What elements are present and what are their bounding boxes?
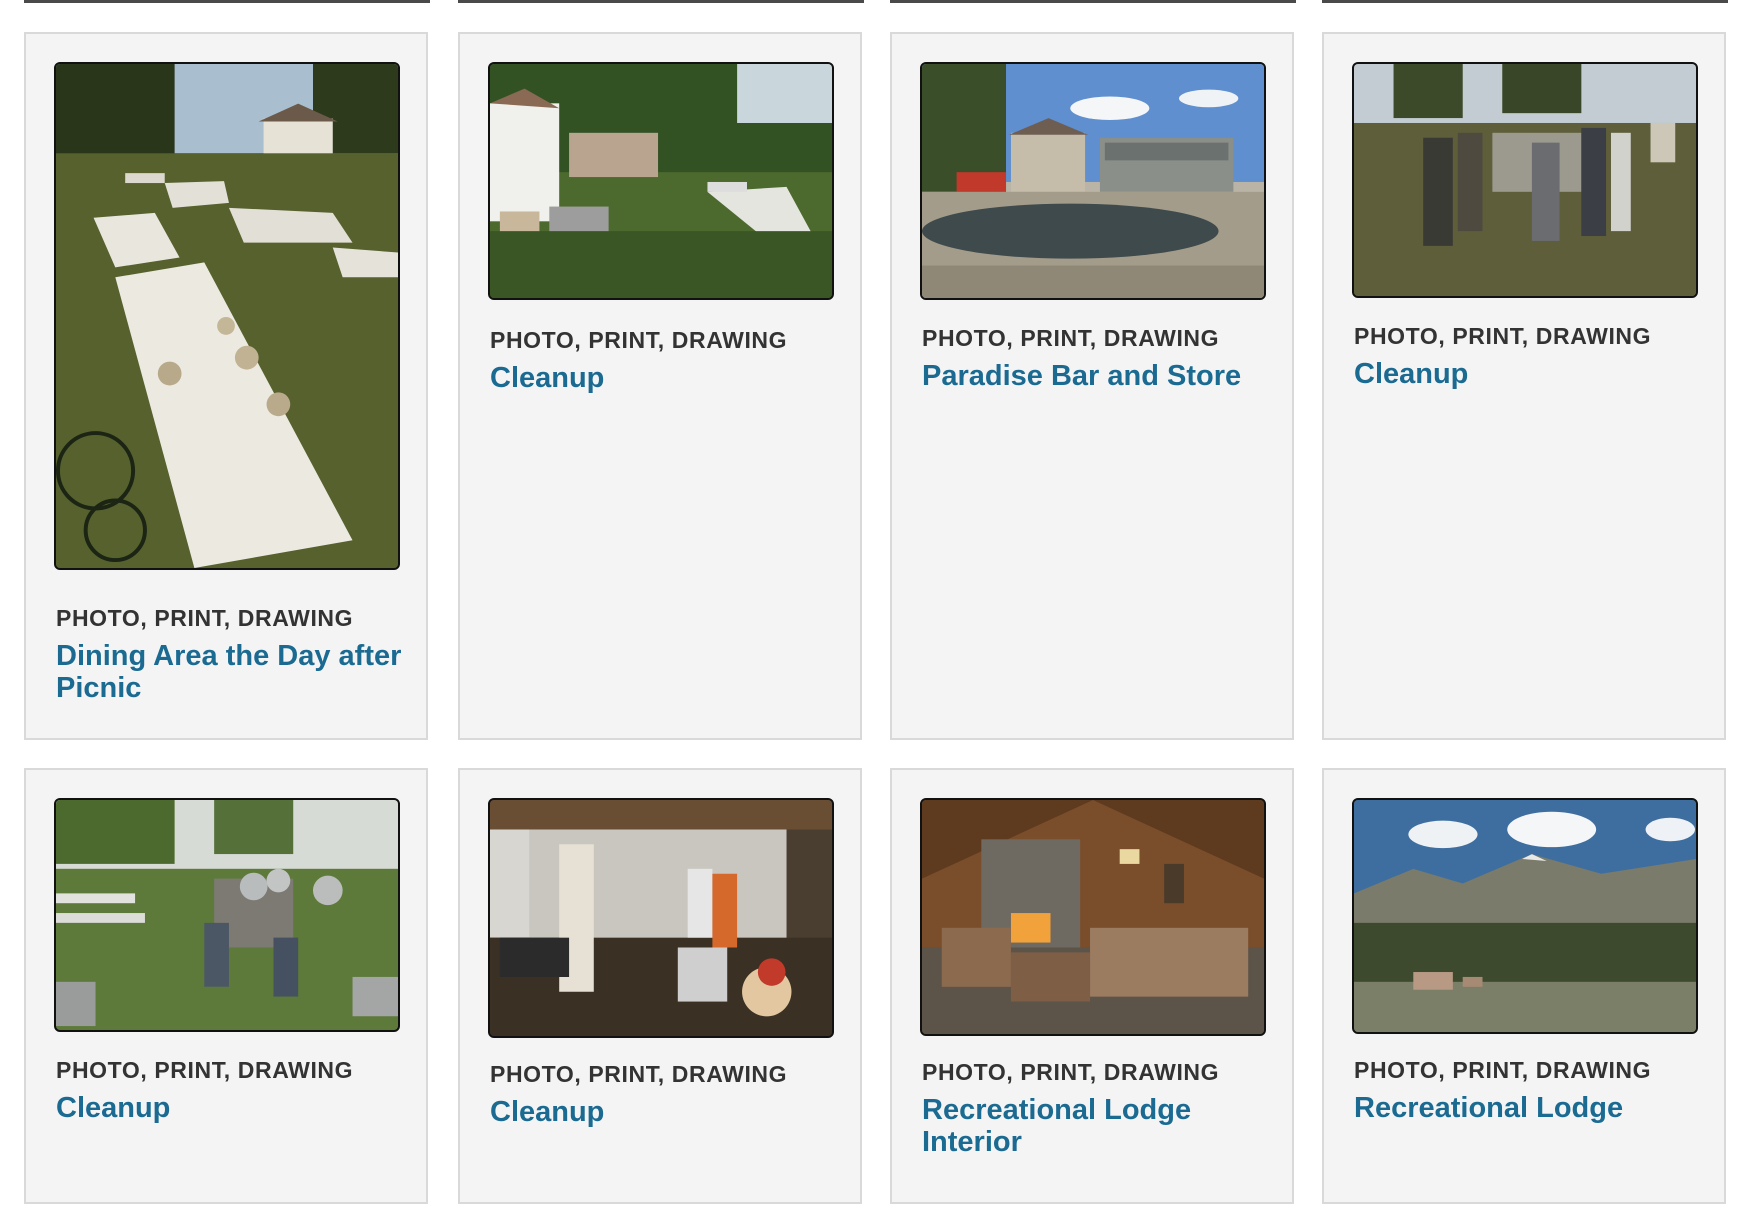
- result-card[interactable]: PHOTO, PRINT, DRAWING Dining Area the Da…: [24, 32, 428, 740]
- item-type-label: PHOTO, PRINT, DRAWING: [490, 1061, 788, 1087]
- card-meta: PHOTO, PRINT, DRAWING Cleanup: [1354, 322, 1700, 390]
- divider-segment: [458, 0, 864, 3]
- result-card[interactable]: PHOTO, PRINT, DRAWING Paradise Bar and S…: [890, 32, 1294, 740]
- mountain-lodge-photo[interactable]: [1352, 798, 1698, 1034]
- people-truck-photo[interactable]: [1352, 62, 1698, 298]
- item-title-link[interactable]: Cleanup: [490, 362, 605, 394]
- result-card[interactable]: PHOTO, PRINT, DRAWING Recreational Lodge…: [890, 768, 1294, 1204]
- card-meta: PHOTO, PRINT, DRAWING Cleanup: [490, 326, 836, 394]
- item-title-link[interactable]: Dining Area the Day after Picnic: [56, 640, 402, 704]
- trailer-cleanup-photo[interactable]: [54, 798, 400, 1032]
- card-meta: PHOTO, PRINT, DRAWING Recreational Lodge: [1354, 1056, 1700, 1124]
- storefront-photo[interactable]: [920, 62, 1266, 300]
- divider-segment: [24, 0, 430, 3]
- item-title-link[interactable]: Cleanup: [1354, 358, 1469, 390]
- item-type-label: PHOTO, PRINT, DRAWING: [1354, 1057, 1652, 1083]
- card-meta: PHOTO, PRINT, DRAWING Recreational Lodge…: [922, 1058, 1268, 1158]
- item-type-label: PHOTO, PRINT, DRAWING: [922, 1059, 1220, 1085]
- item-type-label: PHOTO, PRINT, DRAWING: [1354, 323, 1652, 349]
- result-card[interactable]: PHOTO, PRINT, DRAWING Cleanup: [458, 768, 862, 1204]
- result-card[interactable]: PHOTO, PRINT, DRAWING Recreational Lodge: [1322, 768, 1726, 1204]
- result-card[interactable]: PHOTO, PRINT, DRAWING Cleanup: [1322, 32, 1726, 740]
- item-type-label: PHOTO, PRINT, DRAWING: [56, 605, 354, 631]
- item-title-link[interactable]: Recreational Lodge: [1354, 1092, 1624, 1124]
- kitchen-cleanup-photo[interactable]: [488, 798, 834, 1038]
- yard-cleanup-photo[interactable]: [488, 62, 834, 300]
- top-divider: [0, 0, 1750, 6]
- divider-segment: [1322, 0, 1728, 3]
- picnic-tables-photo[interactable]: [54, 62, 400, 570]
- card-meta: PHOTO, PRINT, DRAWING Dining Area the Da…: [56, 604, 402, 704]
- result-card[interactable]: PHOTO, PRINT, DRAWING Cleanup: [24, 768, 428, 1204]
- card-meta: PHOTO, PRINT, DRAWING Cleanup: [490, 1060, 836, 1128]
- card-meta: PHOTO, PRINT, DRAWING Paradise Bar and S…: [922, 324, 1268, 392]
- lodge-interior-photo[interactable]: [920, 798, 1266, 1036]
- item-title-link[interactable]: Cleanup: [56, 1092, 171, 1124]
- item-type-label: PHOTO, PRINT, DRAWING: [922, 325, 1220, 351]
- card-meta: PHOTO, PRINT, DRAWING Cleanup: [56, 1056, 402, 1124]
- result-card[interactable]: PHOTO, PRINT, DRAWING Cleanup: [458, 32, 862, 740]
- item-title-link[interactable]: Paradise Bar and Store: [922, 360, 1242, 392]
- item-title-link[interactable]: Cleanup: [490, 1096, 605, 1128]
- item-type-label: PHOTO, PRINT, DRAWING: [56, 1057, 354, 1083]
- item-type-label: PHOTO, PRINT, DRAWING: [490, 327, 788, 353]
- divider-segment: [890, 0, 1296, 3]
- item-title-link[interactable]: Recreational Lodge Interior: [922, 1094, 1192, 1158]
